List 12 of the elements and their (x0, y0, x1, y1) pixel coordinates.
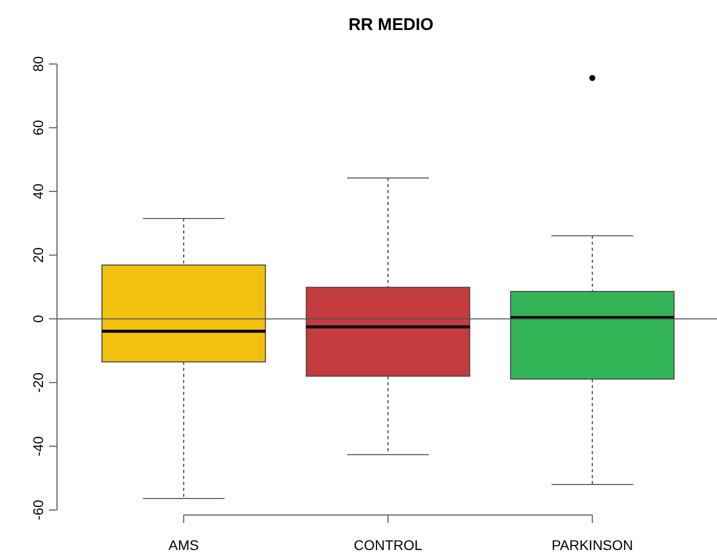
chart-title: RR MEDIO (348, 15, 434, 34)
y-tick-label: 0 (30, 314, 46, 323)
x-tick-label: PARKINSON (552, 537, 634, 553)
y-tick-label: 80 (30, 56, 46, 72)
y-tick-label: 20 (30, 247, 46, 263)
y-tick-label: 40 (30, 183, 46, 200)
y-tick-label: -40 (30, 436, 46, 456)
x-tick-label: CONTROL (354, 537, 422, 553)
y-tick-label: 60 (30, 120, 46, 136)
x-tick-label: AMS (168, 537, 199, 553)
y-tick-label: -20 (30, 372, 46, 393)
y-tick-label: -60 (30, 500, 46, 520)
